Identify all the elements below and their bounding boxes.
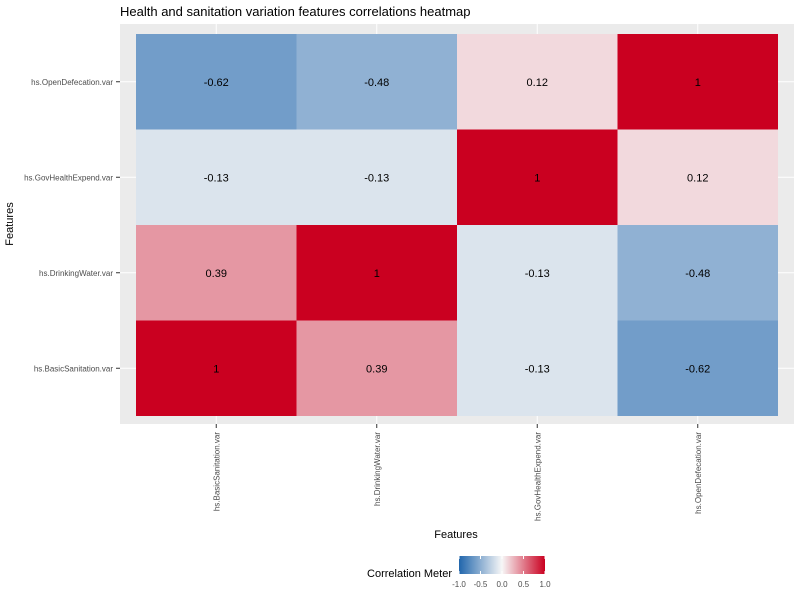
heatmap-cell-labels: -0.62 -0.48 0.12 1 -0.13 -0.13 1 0.12 0.39 1 -0.13… bbox=[204, 77, 711, 376]
cell-value-label: -0.13 bbox=[364, 172, 389, 184]
legend-tick-label: -1.0 bbox=[452, 580, 466, 589]
y-tick-label: hs.BasicSanitation.var bbox=[34, 364, 113, 373]
legend-title: Correlation Meter bbox=[367, 568, 452, 580]
cell-value-label: 1 bbox=[213, 363, 219, 375]
heatmap-cell bbox=[136, 34, 297, 130]
heatmap-cell bbox=[617, 34, 778, 130]
heatmap-cells bbox=[136, 34, 778, 416]
heatmap-cell bbox=[457, 225, 618, 321]
cell-value-label: -0.13 bbox=[525, 363, 550, 375]
color-legend: Correlation Meter -1.0 -0.5 0.0 0.5 1.0 bbox=[367, 556, 551, 589]
cell-value-label: 0.39 bbox=[206, 268, 227, 280]
legend-color-bar bbox=[459, 556, 545, 574]
heatmap-cell bbox=[617, 225, 778, 321]
heatmap-cell bbox=[136, 225, 297, 321]
y-tick-label: hs.GovHealthExpend.var bbox=[24, 173, 113, 182]
cell-value-label: -0.62 bbox=[204, 77, 229, 89]
heatmap-cell bbox=[296, 34, 457, 130]
legend-ticks: -1.0 -0.5 0.0 0.5 1.0 bbox=[452, 556, 551, 589]
cell-value-label: -0.13 bbox=[204, 172, 229, 184]
cell-value-label: 0.12 bbox=[687, 172, 708, 184]
legend-tick-label: -0.5 bbox=[474, 580, 488, 589]
y-axis-ticks: hs.OpenDefecation.var hs.GovHealthExpend.… bbox=[24, 78, 120, 373]
legend-tick-label: 1.0 bbox=[539, 580, 551, 589]
x-tick-label: hs.DrinkingWater.var bbox=[373, 432, 382, 506]
cell-value-label: -0.62 bbox=[685, 363, 710, 375]
heatmap-cell bbox=[136, 320, 297, 416]
heatmap-cell bbox=[617, 320, 778, 416]
legend-tick-label: 0.0 bbox=[496, 580, 508, 589]
legend-tick-label: 0.5 bbox=[518, 580, 530, 589]
chart-title: Health and sanitation variation features… bbox=[120, 4, 471, 19]
x-tick-label: hs.GovHealthExpend.var bbox=[533, 432, 542, 521]
cell-value-label: 1 bbox=[695, 77, 701, 89]
cell-value-label: 0.39 bbox=[366, 363, 387, 375]
cell-value-label: 0.12 bbox=[527, 77, 548, 89]
y-tick-label: hs.DrinkingWater.var bbox=[39, 269, 113, 278]
heatmap-cell bbox=[457, 129, 618, 225]
cell-value-label: -0.48 bbox=[364, 77, 389, 89]
cell-value-label: 1 bbox=[374, 268, 380, 280]
heatmap-cell bbox=[296, 320, 457, 416]
heatmap-cell bbox=[457, 320, 618, 416]
heatmap-cell bbox=[617, 129, 778, 225]
y-axis-label: Features bbox=[4, 202, 16, 246]
x-tick-label: hs.OpenDefecation.var bbox=[694, 432, 703, 514]
heatmap-cell bbox=[457, 34, 618, 130]
y-tick-label: hs.OpenDefecation.var bbox=[31, 78, 113, 87]
x-axis-label: Features bbox=[434, 529, 478, 541]
x-axis-ticks: hs.BasicSanitation.var hs.DrinkingWater.v… bbox=[212, 424, 703, 521]
x-tick-label: hs.BasicSanitation.var bbox=[212, 432, 221, 511]
cell-value-label: 1 bbox=[534, 172, 540, 184]
heatmap-cell bbox=[136, 129, 297, 225]
heatmap-cell bbox=[296, 129, 457, 225]
cell-value-label: -0.48 bbox=[685, 268, 710, 280]
heatmap-cell bbox=[296, 225, 457, 321]
cell-value-label: -0.13 bbox=[525, 268, 550, 280]
